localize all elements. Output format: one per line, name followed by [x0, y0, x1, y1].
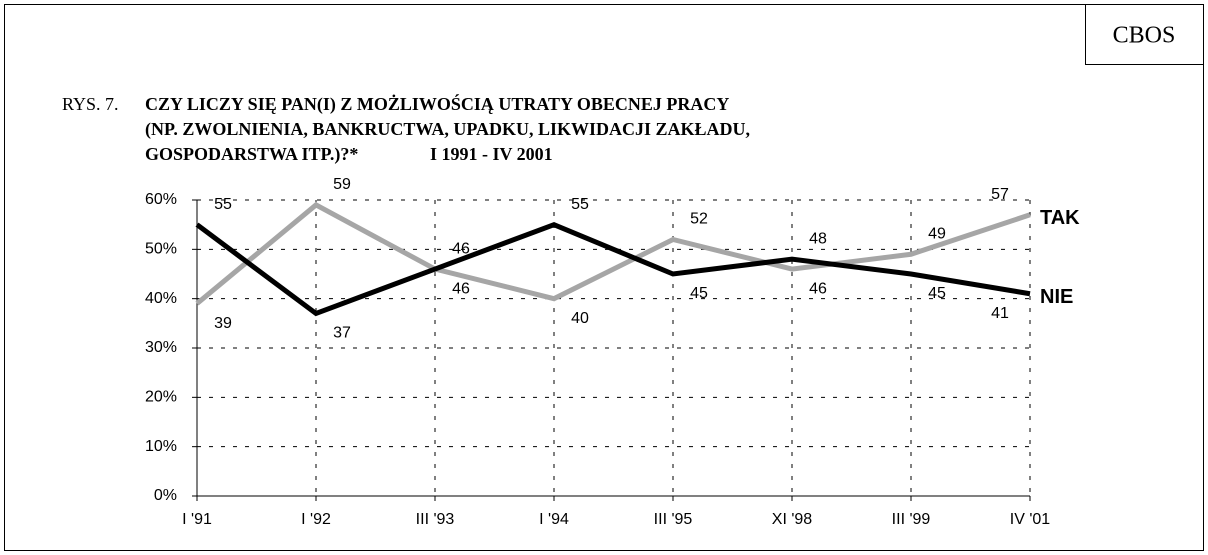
- x-tick-label: III '95: [654, 511, 693, 528]
- line-series: [195, 201, 1031, 306]
- data-label: 46: [809, 280, 827, 297]
- chart-title: (NP. ZWOLNIENIA, BANKRUCTWA, UPADKU, LIK…: [145, 119, 750, 140]
- data-label: 52: [690, 211, 708, 228]
- y-tick-label: 50%: [145, 241, 177, 258]
- x-tick-label: I '91: [182, 511, 212, 528]
- data-label: 40: [571, 310, 589, 327]
- x-tick-label: III '99: [892, 511, 931, 528]
- frame: [4, 4, 1204, 551]
- y-tick-label: 0%: [154, 487, 177, 504]
- data-label: 48: [809, 230, 827, 247]
- data-label: 41: [991, 305, 1009, 322]
- y-tick-label: 20%: [145, 389, 177, 406]
- y-tick-label: 10%: [145, 438, 177, 455]
- x-tick-label: III '93: [416, 511, 455, 528]
- y-tick-label: 40%: [145, 290, 177, 307]
- chart-title: GOSPODARSTWA ITP.)?*: [145, 144, 358, 165]
- chart-title: CZY LICZY SIĘ PAN(I) Z MOŻLIWOŚCIĄ UTRAT…: [145, 93, 729, 115]
- data-label: 55: [571, 196, 589, 213]
- data-label: 55: [214, 196, 232, 213]
- y-tick-label: 60%: [145, 191, 177, 208]
- data-label: 49: [928, 225, 946, 242]
- series-label: TAK: [1040, 207, 1080, 229]
- data-label: 45: [690, 285, 708, 302]
- source: CBOS: [1113, 23, 1176, 49]
- data-label: 57: [991, 186, 1009, 203]
- x-tick-label: I '92: [301, 511, 331, 528]
- data-label: 46: [452, 280, 470, 297]
- x-tick-label: IV '01: [1010, 511, 1051, 528]
- figure-label: RYS. 7.: [62, 94, 119, 114]
- data-label: 45: [928, 285, 946, 302]
- source-box: [1085, 4, 1204, 65]
- y-tick-label: 30%: [145, 339, 177, 356]
- data-label: 59: [333, 176, 351, 193]
- series-label: NIE: [1040, 286, 1073, 308]
- data-label: 46: [452, 240, 470, 257]
- x-tick-label: XI '98: [772, 511, 813, 528]
- data-label: 39: [214, 315, 232, 332]
- date-range: I 1991 - IV 2001: [430, 144, 553, 164]
- line-series: [195, 221, 1031, 317]
- x-tick-label: I '94: [539, 511, 569, 528]
- data-label: 37: [333, 325, 351, 342]
